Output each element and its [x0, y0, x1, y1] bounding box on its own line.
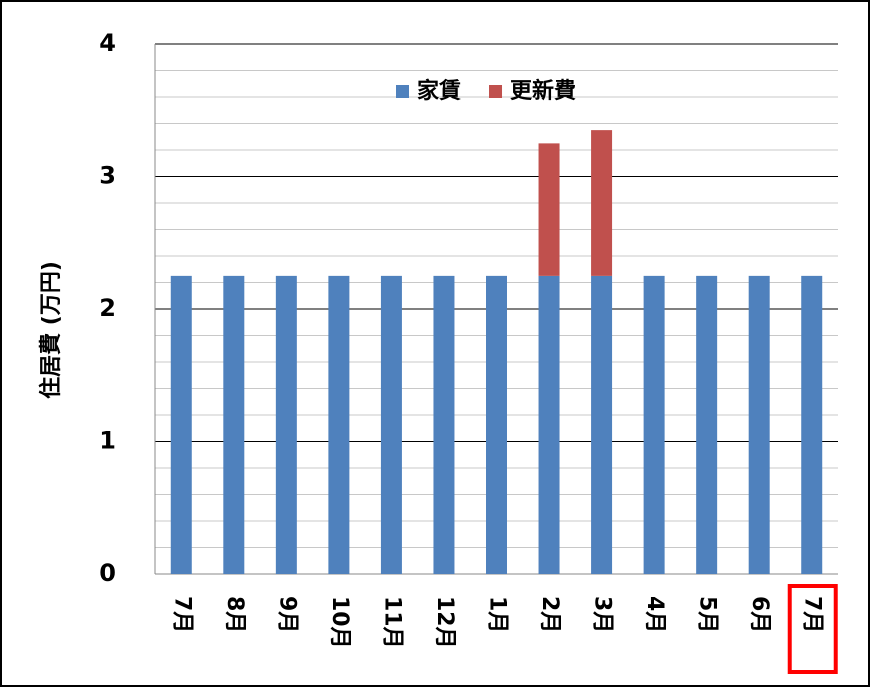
- y-tick-label: 4: [99, 29, 116, 57]
- legend-swatch: [396, 85, 409, 98]
- y-tick-label: 2: [99, 294, 116, 322]
- highlight-box: [787, 584, 838, 674]
- y-tick-label: 1: [99, 427, 116, 455]
- bar-segment: [223, 275, 245, 574]
- x-tick-label: 3月: [590, 596, 615, 633]
- bar-segment: [170, 275, 192, 574]
- bar-segment: [591, 130, 613, 276]
- bar-segment: [591, 275, 613, 574]
- bar-segment: [801, 275, 823, 574]
- legend-label: 更新費: [510, 78, 576, 104]
- bar-segment: [486, 275, 507, 574]
- bar-segment: [433, 275, 455, 574]
- x-tick-label: 11月: [379, 596, 404, 649]
- x-tick-label: 10月: [327, 596, 352, 649]
- bar-segment: [643, 275, 665, 574]
- x-tick-label: 7月: [169, 596, 194, 633]
- x-tick-label: 6月: [747, 596, 772, 633]
- bar-segment: [538, 275, 560, 574]
- bar-segment: [696, 275, 718, 574]
- bar-segment: [275, 275, 297, 574]
- x-tick-label: 1月: [485, 596, 510, 633]
- y-tick-label: 3: [99, 162, 116, 190]
- bar-segment: [748, 275, 770, 574]
- bar-segment: [380, 275, 402, 574]
- x-tick-label: 12月: [432, 596, 457, 649]
- bar-segment: [328, 275, 350, 574]
- y-tick-label: 0: [99, 559, 116, 587]
- x-tick-label: 8月: [222, 596, 247, 633]
- legend-swatch: [489, 85, 503, 98]
- y-axis-label: 住居費 (万円): [38, 261, 64, 399]
- bar-segment: [538, 143, 560, 276]
- x-tick-label: 2月: [537, 596, 562, 633]
- legend-label: 家賃: [417, 78, 461, 104]
- x-tick-label: 7月: [800, 596, 825, 633]
- x-tick-label: 9月: [274, 596, 299, 633]
- x-tick-label: 4月: [642, 596, 667, 633]
- x-tick-label: 5月: [695, 596, 720, 633]
